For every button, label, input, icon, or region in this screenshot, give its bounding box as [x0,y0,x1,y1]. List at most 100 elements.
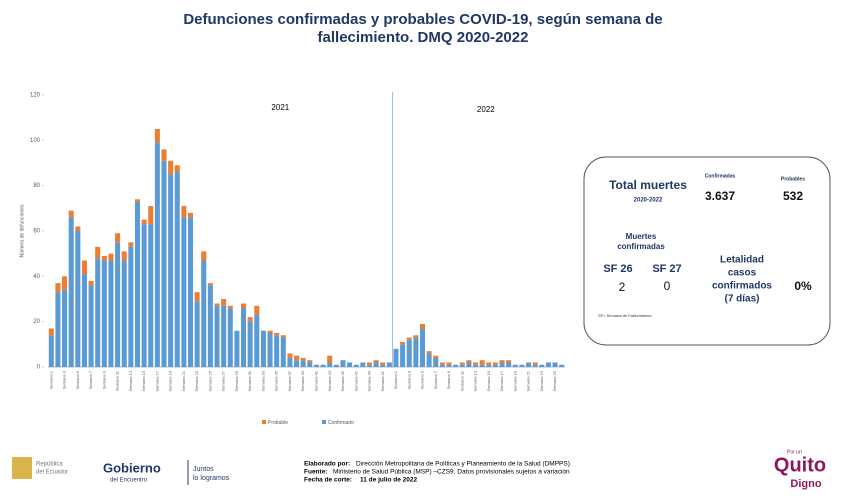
bar-segment [393,348,399,367]
credit-label: Fuente: [304,469,327,476]
bar-segment [187,217,194,367]
legend-label: Probable [268,420,288,426]
x-tick-label: Semana 13 [473,370,478,391]
bar-segment [307,362,313,367]
lethality-label: (7 días) [724,294,759,305]
bar-segment [506,360,512,363]
lethality-label: casos [728,268,757,279]
bar-segment [373,362,379,367]
x-tick-label: Semana 19 [512,370,517,391]
bar-segment [108,253,114,261]
bar-segment [95,258,101,367]
x-tick-label: Semana 23 [194,370,199,391]
x-tick-label: Semana 43 [327,370,332,391]
bar-segment [168,174,174,367]
credit-label: Fecha de corte: [304,477,352,484]
encuentro: del Encuentro [110,478,148,484]
y-tick-label: 20 [33,319,40,325]
x-tick-label: Semana 31 [247,370,252,391]
bar-segment [426,351,432,354]
deaths-label: Muertes [626,232,657,241]
bar-segment [48,328,54,336]
title: Defunciones confirmadas y probables COVI… [183,11,662,28]
bar-segment [260,330,266,367]
bar-segment [439,364,445,367]
quito: Quito [774,454,826,476]
bar-segment [479,364,485,367]
x-tick-label: Semana 41 [314,370,319,391]
bar-segment [234,330,240,367]
bar-segment [300,357,306,361]
bar-segment [174,172,180,367]
quito: Digno [790,478,821,490]
bar-segment [154,142,160,367]
bar-segment [400,344,406,367]
y-axis-label: Número de defunciones [19,204,25,258]
bar-segment [539,364,545,367]
bar-segment [207,285,213,367]
bar-segment [241,303,247,309]
bar-segment [128,242,134,247]
bar-segment [453,364,459,367]
bar-segment [400,342,406,345]
bar-segment [121,260,127,367]
x-tick-label: Semana 35 [274,370,279,391]
y-tick-label: 100 [30,138,41,144]
bar-segment [68,217,74,367]
x-tick-label: Semana 9 [446,370,451,389]
bar-segment [459,364,465,367]
bar-segment [459,362,465,365]
bar-segment [101,260,107,367]
bar-segment [340,360,346,367]
bar-segment [300,360,306,367]
probable-label: Probables [781,176,805,182]
bar-segment [280,335,286,338]
x-tick-label: Semana 47 [353,370,358,391]
x-tick-label: Semana 7 [433,370,438,389]
title: fallecimiento. DMQ 2020-2022 [318,29,529,46]
bar-segment [380,364,386,367]
bar-segment [492,362,498,365]
shield [12,457,32,479]
legend-swatch [322,420,326,424]
bar-segment [121,251,127,261]
x-tick-label: Semana 3 [62,370,67,389]
y-tick-label: 60 [33,229,40,235]
bar-segment [499,360,505,363]
bar-segment [386,362,392,367]
x-tick-label: Semana 21 [526,370,531,391]
bar-segment [413,335,419,338]
bar-segment [221,305,227,367]
x-tick-label: Semana 45 [340,370,345,391]
bar-segment [419,323,426,329]
year-label: 2021 [271,103,289,112]
confirmed-value: 3.637 [705,189,735,203]
bar-segment [161,149,167,161]
bar-segment [141,219,147,225]
bar-segment [141,224,147,367]
bar-segment [128,246,134,367]
bar-segment [512,364,518,367]
bar-segment [48,335,54,367]
legend-swatch [262,420,266,424]
bar-segment [347,362,353,367]
info: Total muertes 2020-2022 Confirmadas 3.63… [598,173,812,318]
x-tick-label: Semana 39 [300,370,305,391]
bar-segment [446,362,452,365]
x-tick-label: Semana 11 [459,370,464,391]
bar-segment [479,360,485,365]
bar-segment [545,362,551,367]
bar-segment [194,292,200,302]
bar-segment [499,362,505,367]
bar-segment [221,299,227,306]
bar-segment [115,242,121,367]
x-tick-label: Semana 5 [75,370,80,389]
bar-segment [247,317,253,322]
bar-segment [333,364,339,367]
bar-segment [486,364,492,367]
total-label: Total muertes [609,178,687,192]
bar-segment [267,330,273,333]
bar-segment [227,308,233,367]
bar-segment [62,289,68,367]
bar-segment [274,333,280,336]
